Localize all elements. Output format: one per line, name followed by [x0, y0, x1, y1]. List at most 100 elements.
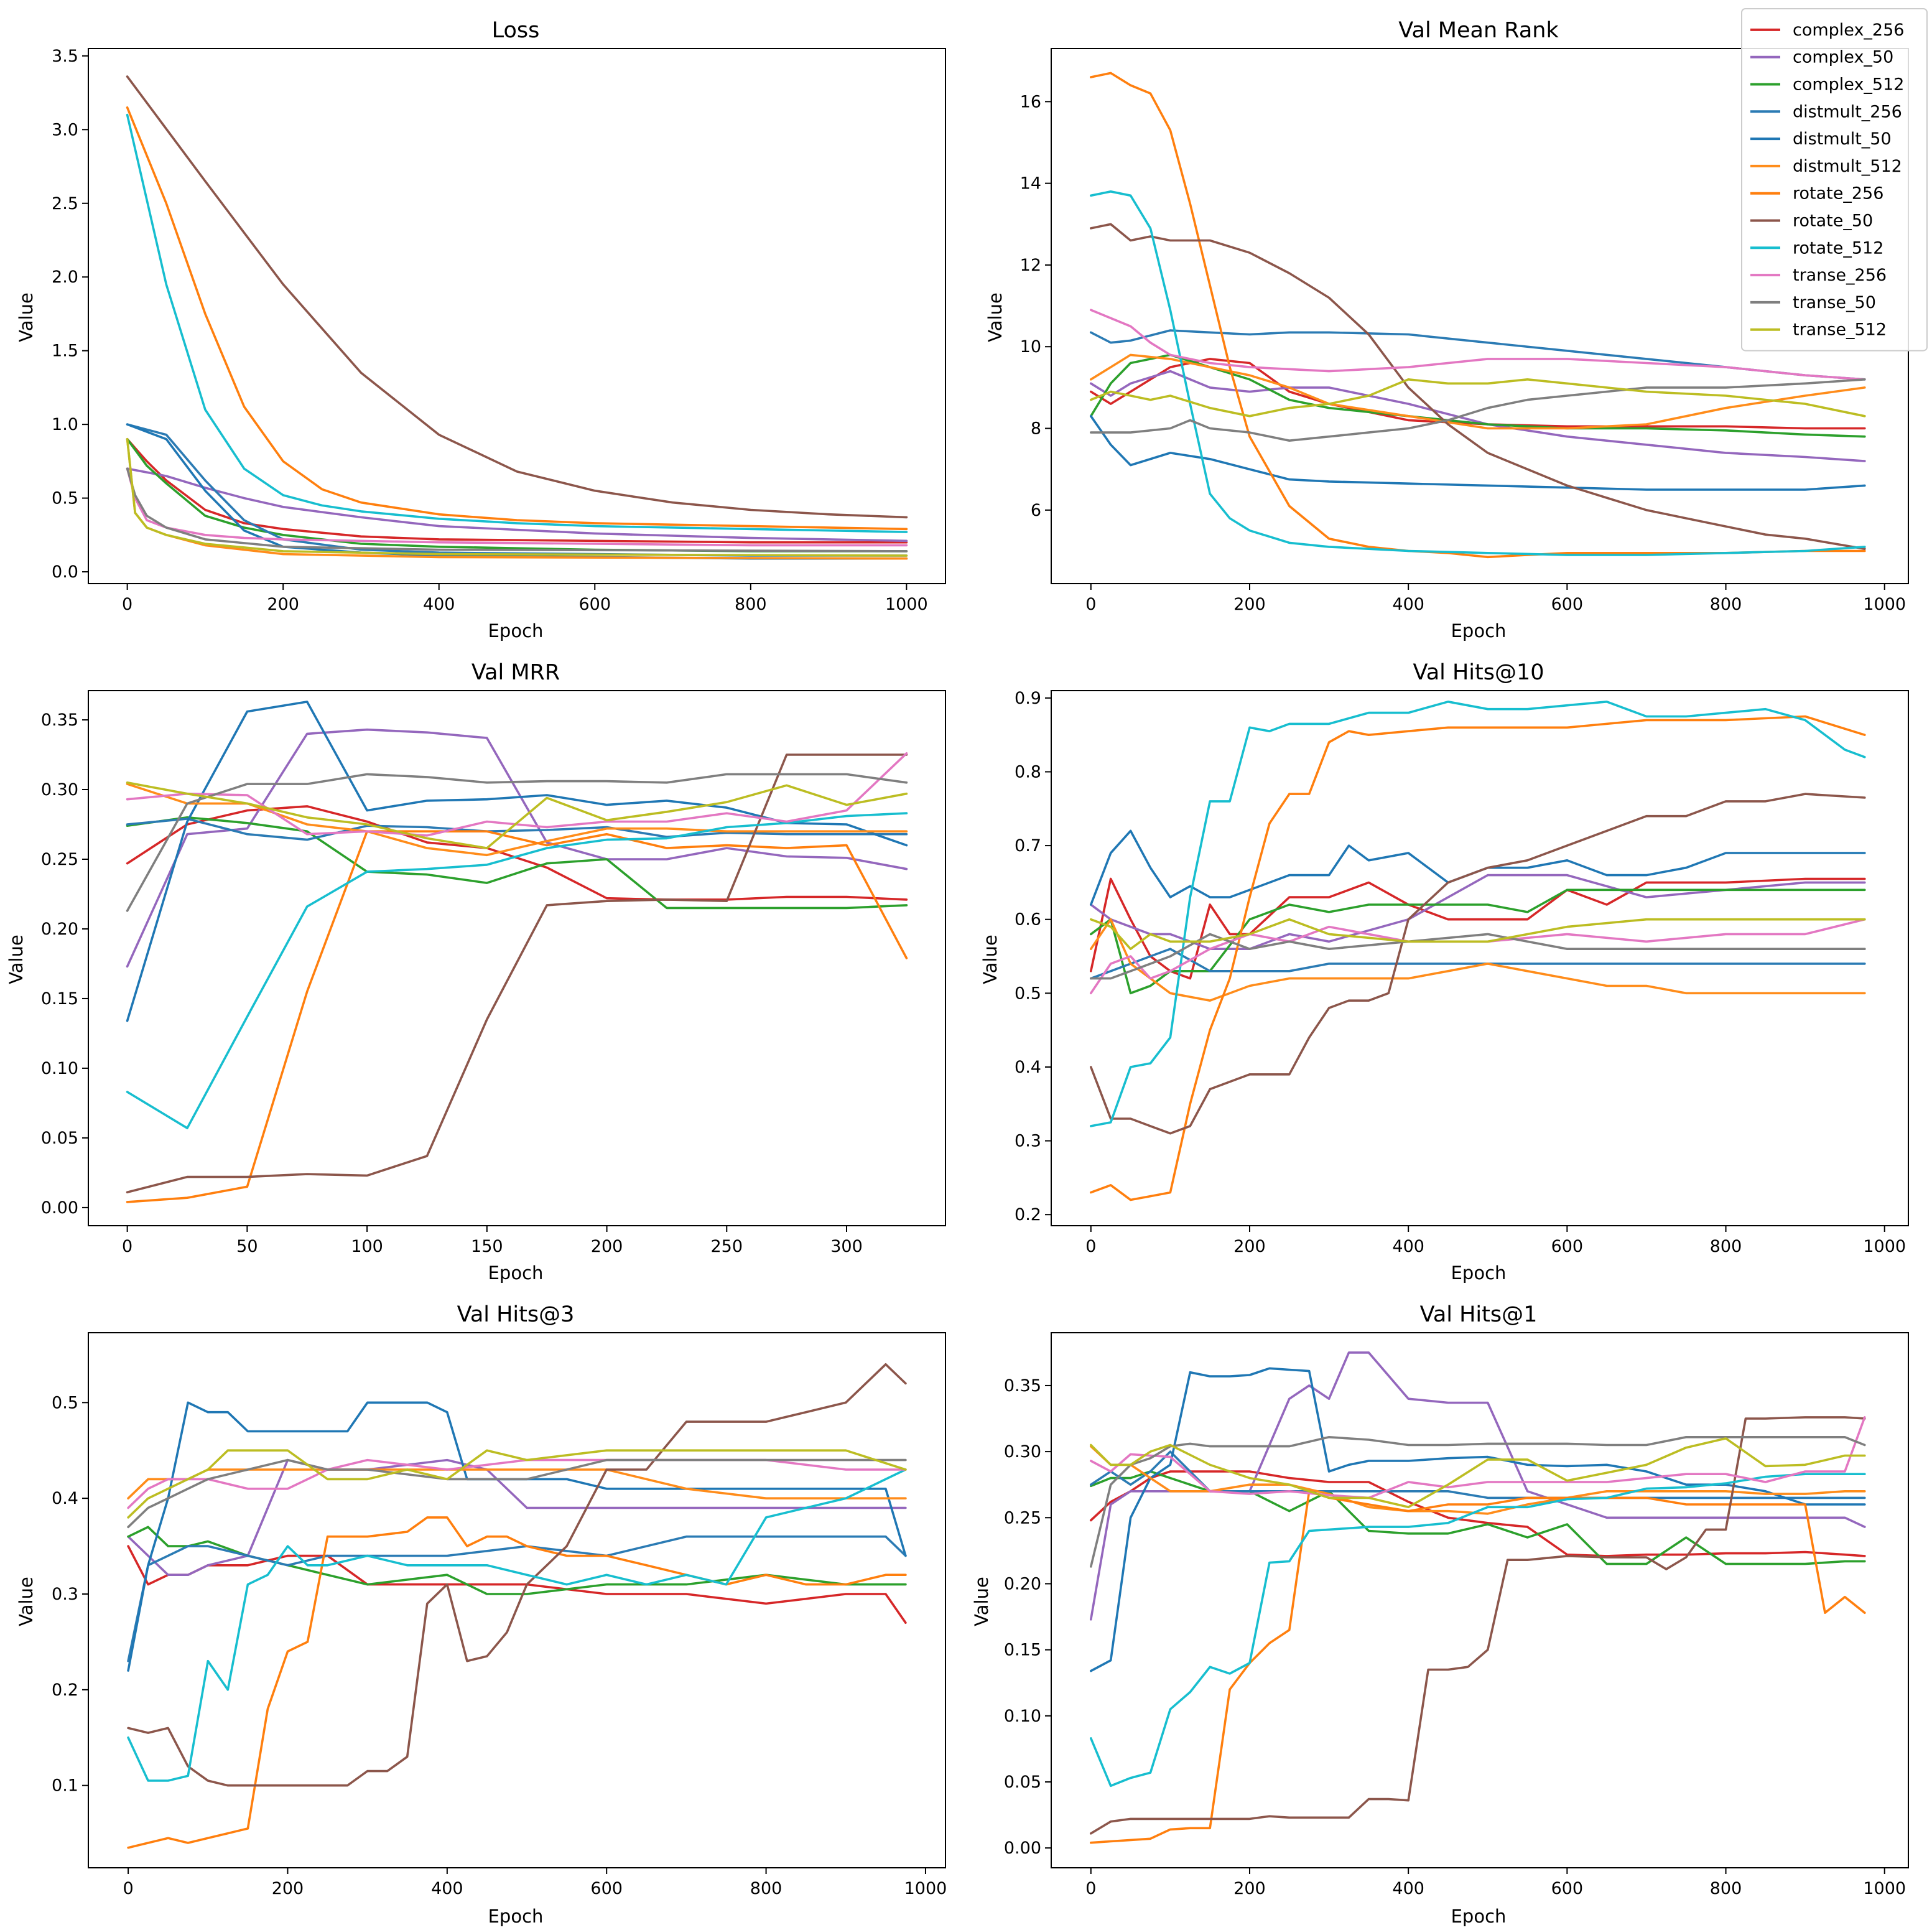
legend-item-distmult-256: distmult_256: [1750, 102, 1902, 121]
series-line-rotate-256: [126, 106, 908, 531]
y-tick-label: 0.05: [41, 1129, 78, 1148]
legend-item-complex-512: complex_512: [1750, 75, 1904, 95]
panel-title: Val Hits@1: [1420, 1302, 1538, 1327]
series-line-transe-50: [1090, 933, 1866, 980]
y-tick-label: 3.5: [52, 47, 78, 66]
series-line-complex-50: [1090, 370, 1866, 462]
series-line-distmult-50: [1090, 829, 1866, 906]
y-tick-label: 0.1: [52, 1776, 78, 1796]
y-tick-label: 0.25: [41, 850, 78, 869]
y-tick-label: 0.6: [1015, 910, 1041, 930]
x-tick-label: 200: [591, 1237, 623, 1256]
series-line-rotate-256: [1090, 1490, 1866, 1844]
panel-val-hits-10: Val Hits@10 Epoch Value 0 200 400 600 800 100…: [980, 660, 1909, 1284]
series-line-transe-50: [126, 467, 908, 552]
series-line-transe-50: [127, 1458, 907, 1529]
series-line-rotate-512: [1090, 1473, 1866, 1788]
y-tick-label: 0.15: [1004, 1641, 1041, 1660]
series-line-complex-256: [1090, 877, 1866, 980]
legend: complex_256 complex_50 complex_512 distmult…: [1741, 8, 1928, 352]
legend-item-transe-256: transe_256: [1750, 266, 1887, 285]
legend-item-transe-50: transe_50: [1750, 293, 1876, 312]
legend-label: transe_50: [1793, 293, 1876, 312]
y-axis-label: Value: [16, 292, 37, 342]
x-tick-label: 800: [750, 1879, 783, 1898]
y-tick-label: 0.9: [1015, 689, 1041, 708]
series-line-transe-512: [1090, 1437, 1866, 1509]
series-line-distmult-50: [127, 1401, 907, 1672]
series-line-rotate-512: [126, 113, 908, 533]
y-axis-label: Value: [980, 935, 1001, 984]
panel-title: Val Hits@3: [457, 1302, 575, 1327]
y-tick-label: 0.0: [52, 562, 78, 582]
legend-item-distmult-50: distmult_50: [1750, 129, 1892, 149]
series-line-rotate-512: [1090, 190, 1866, 556]
legend-label: complex_50: [1793, 48, 1893, 67]
axes-frame: [1051, 690, 1909, 1226]
series-line-transe-256: [1090, 1416, 1866, 1499]
series-line-distmult-50: [1090, 414, 1866, 491]
x-tick-label: 800: [1710, 1237, 1742, 1256]
series-line-transe-50: [1090, 1436, 1866, 1568]
x-tick-label: 600: [590, 1879, 623, 1898]
x-tick-label: 400: [1392, 595, 1424, 614]
y-tick-label: 10: [1020, 337, 1041, 357]
y-tick-label: 0.00: [41, 1198, 78, 1218]
legend-label: transe_512: [1793, 320, 1887, 340]
series-line-rotate-256: [127, 1516, 907, 1849]
series-line-complex-512: [1090, 1470, 1866, 1565]
series-line-rotate-512: [127, 1468, 907, 1782]
panel-title: Val Mean Rank: [1398, 18, 1559, 43]
series-line-transe-512: [1090, 918, 1866, 950]
x-tick-label: 150: [471, 1237, 503, 1256]
plot-area: 0 200 400 600 800 1000 0.1 0.2 0.3 0.4 0.5: [52, 1332, 947, 1898]
x-tick-label: 1000: [1863, 1237, 1906, 1256]
y-tick-label: 1.0: [52, 415, 78, 434]
x-tick-label: 100: [351, 1237, 383, 1256]
plot-area: 0 200 400 600 800 1000 0.0 0.5 1.0 1.5 2.0 2.5 3.0 3.…: [52, 47, 946, 614]
y-tick-label: 3.0: [52, 120, 78, 139]
x-tick-label: 50: [236, 1237, 258, 1256]
series-line-distmult-256: [126, 818, 908, 841]
legend-label: rotate_512: [1793, 238, 1883, 258]
x-axis-label: Epoch: [1451, 620, 1507, 641]
plot-area: 0 200 400 600 800 1000 0.00 0.05 0.10 0.15 0.20 0.2…: [1004, 1332, 1909, 1898]
x-tick-label: 800: [735, 595, 767, 614]
legend-label: distmult_512: [1793, 157, 1902, 176]
y-tick-label: 0.30: [1004, 1442, 1041, 1461]
legend-item-distmult-512: distmult_512: [1750, 157, 1902, 176]
series-line-distmult-512: [126, 783, 908, 857]
y-tick-label: 0.8: [1015, 762, 1041, 781]
axes-frame: [88, 690, 946, 1226]
series-line-rotate-50: [1090, 793, 1866, 1135]
x-tick-label: 0: [1085, 1237, 1096, 1256]
y-tick-label: 0.35: [1004, 1376, 1041, 1396]
legend-label: complex_256: [1793, 21, 1904, 40]
x-tick-label: 0: [123, 1879, 133, 1898]
legend-label: distmult_256: [1793, 102, 1902, 121]
x-tick-label: 0: [122, 595, 132, 614]
series-line-complex-512: [1090, 888, 1866, 995]
x-tick-label: 400: [1392, 1879, 1424, 1898]
y-tick-label: 12: [1020, 256, 1041, 275]
panel-val-mean-rank: Val Mean Rank Epoch Value 0 200 400 600 800 1…: [985, 18, 1909, 641]
y-tick-label: 0.4: [52, 1489, 78, 1508]
panel-title: Val Hits@10: [1413, 660, 1544, 685]
legend-label: transe_256: [1793, 266, 1887, 285]
series-line-rotate-256: [1090, 715, 1866, 1201]
y-tick-label: 6: [1031, 501, 1041, 520]
y-tick-label: 0.35: [41, 711, 78, 730]
y-tick-label: 2.0: [52, 268, 78, 287]
legend-box: [1741, 8, 1928, 352]
plot-area: 0 200 400 600 800 1000 0.2 0.3 0.4 0.5 0.6 0.7 0.8 0.…: [1015, 689, 1909, 1256]
panel-val-mrr: Val MRR Epoch Value 0 50 100 150 200 250 300 0.…: [6, 660, 946, 1284]
y-tick-label: 0.5: [52, 489, 78, 508]
x-tick-label: 600: [1551, 595, 1584, 614]
legend-item-rotate-50: rotate_50: [1750, 212, 1873, 231]
x-tick-label: 800: [1710, 595, 1742, 614]
y-tick-label: 1.5: [52, 342, 78, 361]
y-tick-label: 0.3: [1015, 1132, 1041, 1151]
series-line-transe-50: [126, 773, 908, 912]
legend-label: complex_512: [1793, 75, 1904, 95]
x-tick-label: 0: [1085, 1879, 1096, 1898]
